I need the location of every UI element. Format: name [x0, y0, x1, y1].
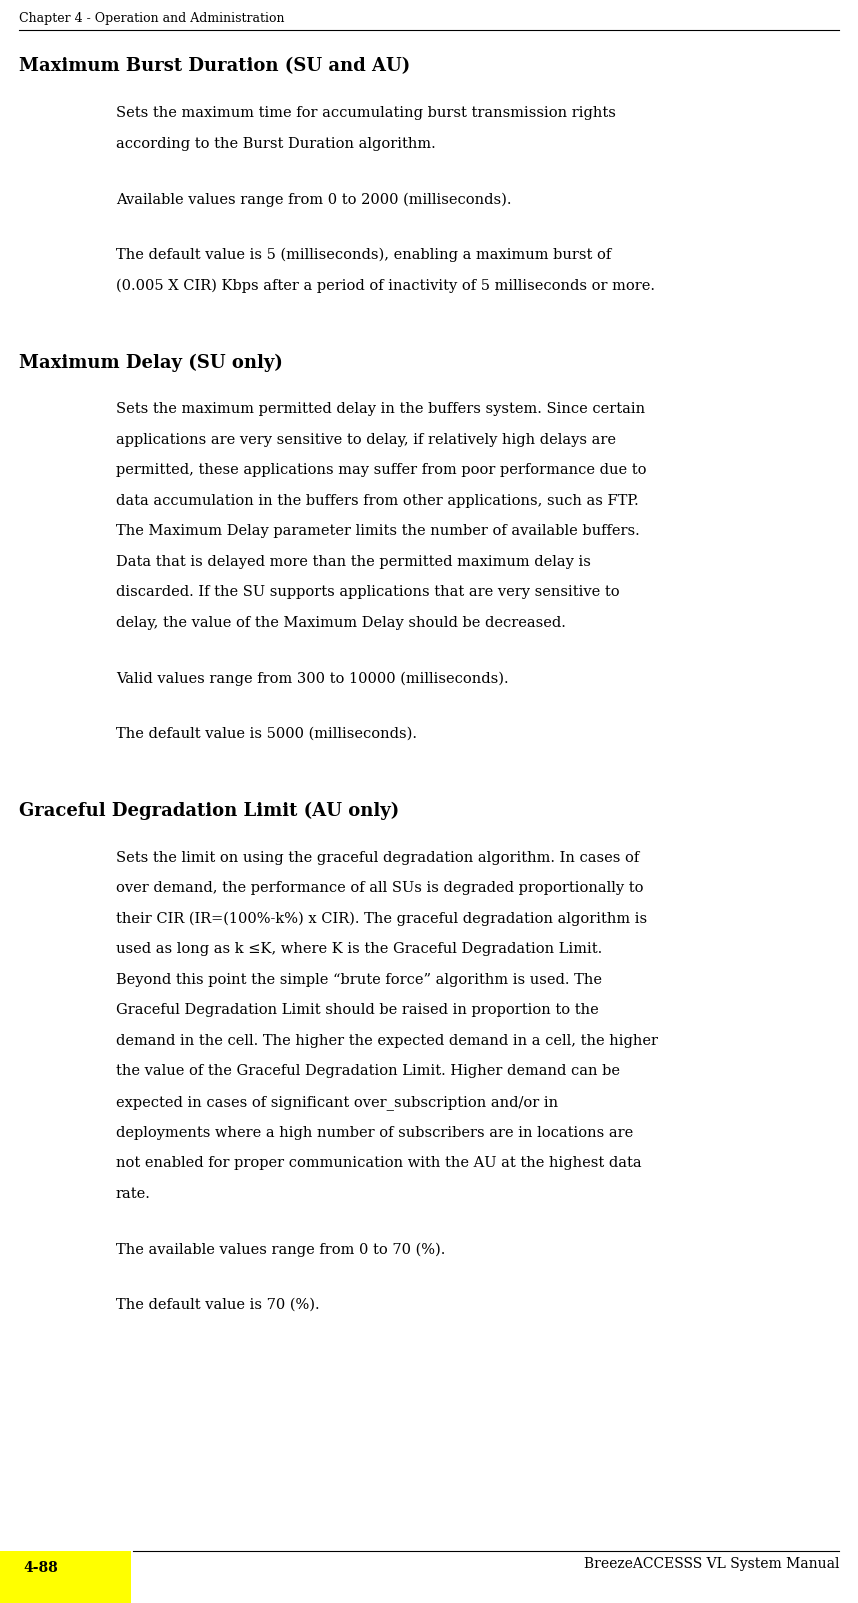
- Text: Maximum Burst Duration (SU and AU): Maximum Burst Duration (SU and AU): [19, 58, 410, 75]
- Text: Sets the maximum time for accumulating burst transmission rights: Sets the maximum time for accumulating b…: [116, 106, 616, 120]
- Text: discarded. If the SU supports applications that are very sensitive to: discarded. If the SU supports applicatio…: [116, 585, 619, 600]
- Text: The default value is 5000 (milliseconds).: The default value is 5000 (milliseconds)…: [116, 728, 417, 741]
- Text: 4-88: 4-88: [23, 1561, 57, 1576]
- Text: not enabled for proper communication with the AU at the highest data: not enabled for proper communication wit…: [116, 1156, 642, 1170]
- Text: their CIR (IR=(100%-k%) x CIR). The graceful degradation algorithm is: their CIR (IR=(100%-k%) x CIR). The grac…: [116, 912, 647, 927]
- Text: Maximum Delay (SU only): Maximum Delay (SU only): [19, 353, 283, 372]
- Text: permitted, these applications may suffer from poor performance due to: permitted, these applications may suffer…: [116, 463, 646, 478]
- Text: data accumulation in the buffers from other applications, such as FTP.: data accumulation in the buffers from ot…: [116, 494, 638, 508]
- Text: Sets the maximum permitted delay in the buffers system. Since certain: Sets the maximum permitted delay in the …: [116, 402, 645, 417]
- Text: Data that is delayed more than the permitted maximum delay is: Data that is delayed more than the permi…: [116, 555, 590, 569]
- Text: according to the Burst Duration algorithm.: according to the Burst Duration algorith…: [116, 136, 436, 151]
- Text: Chapter 4 - Operation and Administration: Chapter 4 - Operation and Administration: [19, 11, 284, 26]
- Text: Sets the limit on using the graceful degradation algorithm. In cases of: Sets the limit on using the graceful deg…: [116, 851, 639, 864]
- Text: The available values range from 0 to 70 (%).: The available values range from 0 to 70 …: [116, 1242, 445, 1257]
- Text: expected in cases of significant over_subscription and/or in: expected in cases of significant over_su…: [116, 1095, 558, 1109]
- Text: deployments where a high number of subscribers are in locations are: deployments where a high number of subsc…: [116, 1125, 633, 1140]
- Text: (0.005 X CIR) Kbps after a period of inactivity of 5 milliseconds or more.: (0.005 X CIR) Kbps after a period of ina…: [116, 279, 655, 293]
- Text: delay, the value of the Maximum Delay should be decreased.: delay, the value of the Maximum Delay sh…: [116, 616, 565, 630]
- Text: Valid values range from 300 to 10000 (milliseconds).: Valid values range from 300 to 10000 (mi…: [116, 672, 509, 686]
- Text: used as long as k ≤K, where K is the Graceful Degradation Limit.: used as long as k ≤K, where K is the Gra…: [116, 943, 602, 957]
- Text: Graceful Degradation Limit should be raised in proportion to the: Graceful Degradation Limit should be rai…: [116, 1003, 599, 1018]
- Text: The default value is 5 (milliseconds), enabling a maximum burst of: The default value is 5 (milliseconds), e…: [116, 248, 611, 263]
- Text: demand in the cell. The higher the expected demand in a cell, the higher: demand in the cell. The higher the expec…: [116, 1034, 658, 1048]
- Text: Graceful Degradation Limit (AU only): Graceful Degradation Limit (AU only): [19, 802, 399, 821]
- Text: The Maximum Delay parameter limits the number of available buffers.: The Maximum Delay parameter limits the n…: [116, 524, 639, 539]
- Text: Available values range from 0 to 2000 (milliseconds).: Available values range from 0 to 2000 (m…: [116, 192, 511, 207]
- Text: Beyond this point the simple “brute force” algorithm is used. The: Beyond this point the simple “brute forc…: [116, 973, 601, 987]
- Text: applications are very sensitive to delay, if relatively high delays are: applications are very sensitive to delay…: [116, 433, 616, 447]
- Text: rate.: rate.: [116, 1186, 151, 1201]
- Text: over demand, the performance of all SUs is degraded proportionally to: over demand, the performance of all SUs …: [116, 882, 644, 894]
- Text: The default value is 70 (%).: The default value is 70 (%).: [116, 1298, 319, 1311]
- Text: the value of the Graceful Degradation Limit. Higher demand can be: the value of the Graceful Degradation Li…: [116, 1064, 619, 1079]
- Bar: [0, 1552, 131, 1603]
- Text: BreezeACCESSS VL System Manual: BreezeACCESSS VL System Manual: [583, 1557, 839, 1571]
